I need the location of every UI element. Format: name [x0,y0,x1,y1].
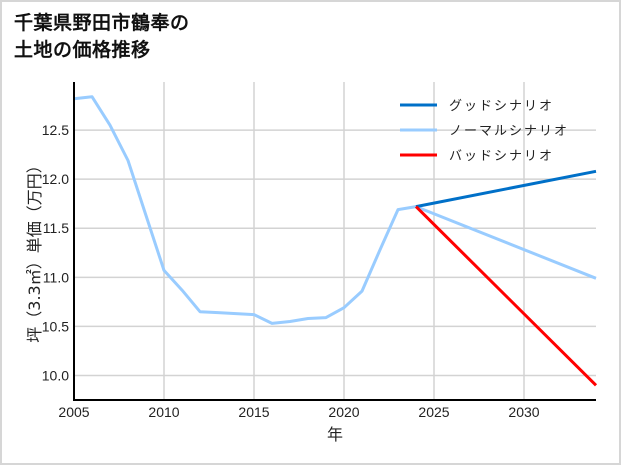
y-tick-label: 12.5 [42,122,69,138]
y-axis-ticks: 10.0 10.5 11.0 11.5 12.0 12.5 [42,122,69,383]
y-tick-label: 10.0 [42,367,69,383]
series-line [415,169,597,209]
y-tick-label: 12.0 [42,171,69,187]
x-axis-label: 年 [327,425,343,444]
y-tick-label: 11.0 [43,269,69,285]
x-tick-label: 2005 [58,404,89,420]
x-tick-label: 2010 [148,404,179,420]
x-tick-label: 2030 [508,404,539,420]
chart-title: 千葉県野田市鶴奉の 土地の価格推移 [14,12,190,61]
y-tick-label: 10.5 [42,318,69,334]
legend-label: ノーマルシナリオ [449,124,569,139]
data-series [73,95,598,387]
x-tick-label: 2020 [328,404,359,420]
y-axis-label: 坪（3.3㎡）単価（万円） [25,157,44,342]
legend-label: グッドシナリオ [449,99,554,114]
series-line [414,205,598,387]
x-axis-ticks: 2005 2010 2015 2020 2025 2030 [58,404,539,420]
legend-label: バッドシナリオ [449,149,554,164]
axes [73,82,596,401]
x-tick-label: 2025 [418,404,449,420]
series-line [73,95,597,325]
x-tick-label: 2015 [238,404,269,420]
grid-lines [73,82,596,400]
y-tick-label: 11.5 [43,220,69,236]
